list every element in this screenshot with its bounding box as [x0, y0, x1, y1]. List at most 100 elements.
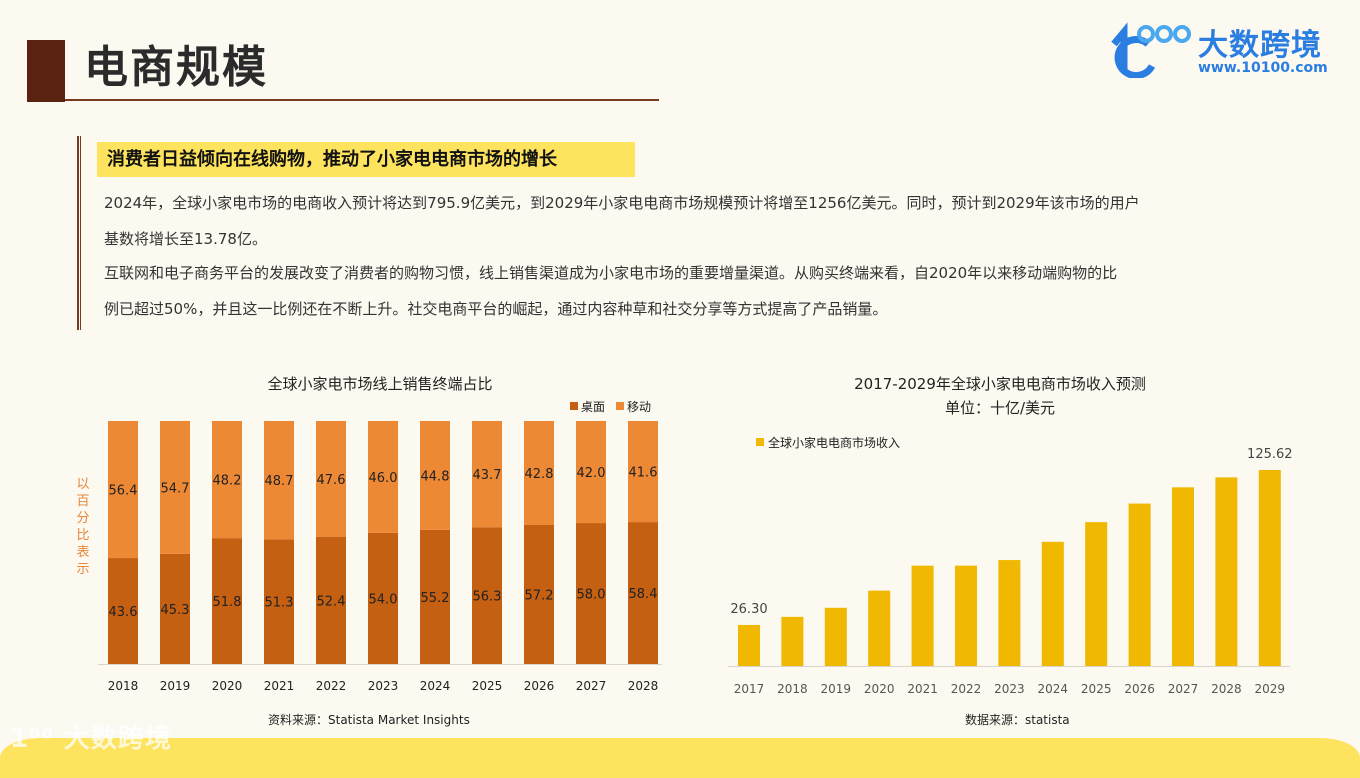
chart2-subtitle: 单位：十亿/美元 — [944, 399, 1056, 417]
bar-revenue-2017 — [738, 624, 760, 666]
logo-url[interactable]: www.10100.com — [1198, 60, 1328, 76]
chart1-ylabel: 以百分比表示 — [76, 477, 90, 577]
data-label: 44.8 — [421, 469, 450, 484]
chart1-source: 资料来源：Statista Market Insights — [268, 713, 470, 727]
chart2-source: 数据来源：statista — [965, 713, 1070, 727]
headline-highlight — [97, 142, 635, 177]
data-label: 125.62 — [1247, 447, 1293, 462]
bar-revenue-2019 — [824, 607, 847, 666]
bar-revenue-2022 — [955, 565, 977, 666]
legend-swatch-desktop — [570, 402, 578, 410]
x-tick-label: 2026 — [1124, 682, 1155, 696]
x-tick-label: 2025 — [1081, 682, 1112, 696]
title-divider — [65, 99, 659, 101]
bar-revenue-2027 — [1172, 487, 1194, 666]
title-accent-block — [27, 40, 65, 102]
bar-revenue-2024 — [1041, 541, 1064, 666]
footer-band — [0, 738, 1360, 778]
bar-desktop-2019 — [160, 553, 190, 664]
data-label: 41.6 — [629, 466, 658, 481]
x-tick-label: 2018 — [777, 682, 808, 696]
bar-desktop-2022 — [316, 536, 346, 664]
x-tick-label: 2024 — [1038, 682, 1069, 696]
data-label: 43.7 — [473, 468, 502, 483]
bar-mobile-2021 — [264, 421, 294, 540]
data-label: 42.8 — [525, 467, 554, 482]
data-label: 56.3 — [473, 590, 502, 605]
bar-revenue-2023 — [998, 560, 1021, 666]
paragraph-line: 例已超过50%，并且这一比例还在不断上升。社交电商平台的崛起，通过内容种草和社交… — [104, 300, 888, 318]
bar-mobile-2023 — [368, 421, 398, 533]
data-label: 48.7 — [265, 474, 294, 489]
bar-desktop-2024 — [420, 529, 450, 664]
bar-desktop-2023 — [368, 532, 398, 664]
data-label: 42.0 — [577, 466, 606, 481]
bar-mobile-2020 — [212, 421, 242, 539]
x-tick-label: 2025 — [472, 679, 503, 693]
x-tick-label: 2021 — [264, 679, 295, 693]
paragraph-line: 2024年，全球小家电市场的电商收入预计将达到795.9亿美元，到2029年小家… — [104, 194, 1140, 212]
chart1-title: 全球小家电市场线上销售终端占比 — [267, 375, 493, 393]
x-tick-label: 2027 — [576, 679, 607, 693]
page-title: 电商规模 — [84, 42, 268, 93]
bar-mobile-2028 — [628, 421, 658, 523]
x-tick-label: 2020 — [864, 682, 895, 696]
x-tick-label: 2027 — [1168, 682, 1199, 696]
bar-revenue-2020 — [868, 590, 891, 666]
bar-revenue-2021 — [911, 565, 934, 666]
bar-desktop-2027 — [576, 523, 606, 664]
data-label: 57.2 — [525, 589, 554, 604]
bar-mobile-2018 — [108, 421, 138, 559]
x-tick-label: 2028 — [1211, 682, 1242, 696]
bar-desktop-2028 — [628, 522, 658, 664]
bar-revenue-2028 — [1215, 477, 1238, 666]
legend-label: 全球小家电电商市场收入 — [768, 435, 900, 450]
bar-revenue-2029 — [1258, 470, 1281, 666]
quote-bar — [77, 136, 81, 330]
paragraph-line: 基数将增长至13.78亿。 — [104, 230, 267, 248]
x-tick-label: 2018 — [108, 679, 139, 693]
paragraph-line: 互联网和电子商务平台的发展改变了消费者的购物习惯，线上销售渠道成为小家电市场的重… — [104, 264, 1118, 282]
legend-swatch-revenue — [756, 438, 764, 446]
legend-label: 移动 — [627, 400, 651, 414]
x-tick-label: 2026 — [524, 679, 555, 693]
chart1-plot: 43.6 56.4 2018 45.3 54.7 2019 51.8 48.2 2020 51.3… — [98, 400, 662, 693]
data-label: 26.30 — [730, 602, 767, 617]
data-label: 54.7 — [161, 481, 190, 496]
data-label: 54.0 — [369, 592, 398, 607]
data-label: 51.3 — [265, 596, 294, 611]
logo-text: 大数跨境 — [1198, 28, 1322, 63]
bar-desktop-2018 — [108, 558, 138, 664]
logo-mark-icon — [1111, 22, 1191, 78]
data-label: 56.4 — [109, 484, 138, 499]
data-label: 43.6 — [109, 605, 138, 620]
x-tick-label: 2024 — [420, 679, 451, 693]
bar-desktop-2020 — [212, 538, 242, 664]
bar-desktop-2025 — [472, 527, 502, 664]
data-label: 52.4 — [317, 594, 346, 609]
data-label: 46.0 — [369, 471, 398, 486]
bar-mobile-2027 — [576, 421, 606, 524]
legend-swatch-mobile — [616, 402, 624, 410]
bar-mobile-2026 — [524, 421, 554, 526]
bar-revenue-2025 — [1085, 522, 1108, 666]
x-tick-label: 2029 — [1255, 682, 1286, 696]
data-label: 58.0 — [577, 588, 606, 603]
data-label: 45.3 — [161, 603, 190, 618]
footer-watermark: 1⁰⁰ 大数跨境 — [10, 724, 172, 754]
x-tick-label: 2023 — [368, 679, 399, 693]
bar-revenue-2018 — [781, 616, 804, 666]
bar-revenue-2026 — [1128, 503, 1151, 666]
bar-mobile-2025 — [472, 421, 502, 528]
bar-mobile-2024 — [420, 421, 450, 530]
legend-label: 桌面 — [581, 400, 605, 414]
data-label: 48.2 — [213, 474, 242, 489]
bar-desktop-2021 — [264, 539, 294, 664]
bar-mobile-2022 — [316, 421, 346, 537]
x-tick-label: 2019 — [160, 679, 191, 693]
x-tick-label: 2017 — [734, 682, 765, 696]
x-tick-label: 2023 — [994, 682, 1025, 696]
chart2-plot: 2017 26.30 2018 2019 2020 2021 2022 2023 2024 202… — [728, 435, 1293, 696]
bar-desktop-2026 — [524, 525, 554, 664]
x-tick-label: 2021 — [907, 682, 938, 696]
